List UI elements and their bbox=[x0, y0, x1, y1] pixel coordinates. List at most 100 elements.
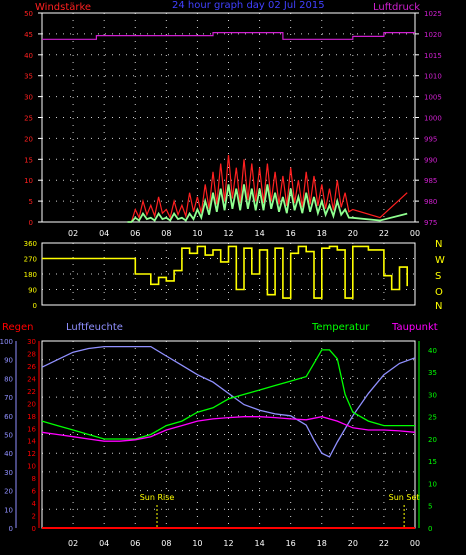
x-tick-label: 04 bbox=[99, 539, 109, 548]
humidity-tick-label: 70 bbox=[4, 394, 13, 402]
wind-x-tick-label: 18 bbox=[317, 229, 327, 238]
pressure-tick-label: 975 bbox=[424, 219, 437, 227]
humidity-tick-label: 80 bbox=[4, 375, 13, 383]
pressure-tick-label: 1000 bbox=[424, 115, 442, 123]
sunset-label: Sun Set bbox=[389, 493, 420, 502]
wind-direction-frame bbox=[41, 242, 416, 306]
rain-tick-label: 8 bbox=[32, 475, 36, 483]
wind-tick-label: 20 bbox=[24, 135, 33, 143]
humidity-line bbox=[41, 345, 416, 458]
x-tick-label: 14 bbox=[254, 539, 264, 548]
direction-tick-label: 180 bbox=[24, 271, 37, 279]
wind-x-tick-label: 00 bbox=[410, 229, 420, 238]
legend-humidity: Luftfeuchte bbox=[66, 322, 123, 333]
humidity-tick-label: 30 bbox=[4, 469, 13, 477]
x-tick-label: 08 bbox=[161, 539, 171, 548]
x-tick-label: 18 bbox=[317, 539, 327, 548]
wind-tick-label: 25 bbox=[24, 115, 33, 123]
pressure-tick-label: 1015 bbox=[424, 52, 442, 60]
pressure-tick-label: 985 bbox=[424, 177, 437, 185]
pressure-tick-label: 1025 bbox=[424, 10, 442, 18]
wind-x-tick-label: 22 bbox=[379, 229, 389, 238]
humidity-tick-label: 0 bbox=[9, 525, 13, 533]
temperature-tick-label: 40 bbox=[428, 347, 437, 355]
pressure-tick-label: 1020 bbox=[424, 31, 442, 39]
pressure-line bbox=[42, 31, 415, 40]
rain-tick-label: 20 bbox=[27, 400, 36, 408]
wind-gust-line bbox=[127, 155, 408, 223]
pressure-tick-label: 990 bbox=[424, 156, 437, 164]
rain-tick-label: 22 bbox=[27, 388, 36, 396]
pressure-tick-label: 995 bbox=[424, 135, 437, 143]
wind-tick-label: 40 bbox=[24, 52, 33, 60]
rain-tick-label: 26 bbox=[27, 363, 36, 371]
wind-x-tick-label: 08 bbox=[161, 229, 171, 238]
rain-tick-label: 0 bbox=[32, 525, 36, 533]
wind-tick-label: 15 bbox=[24, 156, 33, 164]
wind-tick-label: 45 bbox=[24, 31, 33, 39]
temperature-tick-label: 20 bbox=[428, 436, 437, 444]
x-tick-label: 06 bbox=[130, 539, 140, 548]
humidity-temperature-panel: 0102030405060708090100024681012141618202… bbox=[0, 338, 437, 548]
x-tick-label: 20 bbox=[348, 539, 358, 548]
rain-tick-label: 30 bbox=[27, 338, 36, 346]
humidity-tick-label: 90 bbox=[4, 357, 13, 365]
temperature-tick-label: 25 bbox=[428, 414, 437, 422]
wind-x-tick-label: 04 bbox=[99, 229, 109, 238]
humidity-tick-label: 20 bbox=[4, 488, 13, 496]
temperature-tick-label: 35 bbox=[428, 369, 437, 377]
wind-pressure-panel: 0510152025303540455097598098599099510001… bbox=[24, 10, 442, 238]
temperature-tick-label: 0 bbox=[428, 525, 432, 533]
dewpoint-line bbox=[41, 416, 416, 442]
rain-tick-label: 14 bbox=[27, 438, 36, 446]
pressure-tick-label: 1010 bbox=[424, 73, 442, 81]
legend-temperature: Temperatur bbox=[311, 322, 370, 333]
rain-tick-label: 24 bbox=[27, 375, 36, 383]
x-tick-label: 02 bbox=[68, 539, 78, 548]
rain-tick-label: 12 bbox=[27, 450, 36, 458]
sunrise-label: Sun Rise bbox=[140, 493, 175, 502]
wind-axis-title: Windstärke bbox=[35, 2, 91, 13]
compass-label: N bbox=[435, 301, 442, 312]
compass-label: W bbox=[435, 255, 445, 266]
legend-dewpoint: Taupunkt bbox=[391, 322, 438, 333]
wind-tick-label: 0 bbox=[29, 219, 33, 227]
wind-tick-label: 30 bbox=[24, 94, 33, 102]
humidity-tick-label: 100 bbox=[0, 338, 13, 346]
x-tick-label: 12 bbox=[223, 539, 233, 548]
wind-x-tick-label: 02 bbox=[68, 229, 78, 238]
direction-tick-label: 270 bbox=[24, 256, 37, 264]
x-tick-label: 22 bbox=[379, 539, 389, 548]
wind-x-tick-label: 06 bbox=[130, 229, 140, 238]
x-tick-label: 10 bbox=[192, 539, 202, 548]
compass-label: S bbox=[435, 271, 441, 282]
rain-tick-label: 6 bbox=[32, 488, 37, 496]
x-tick-label: 00 bbox=[410, 539, 420, 548]
wind-x-tick-label: 12 bbox=[223, 229, 233, 238]
pressure-tick-label: 1005 bbox=[424, 94, 442, 102]
rain-tick-label: 18 bbox=[27, 413, 36, 421]
rain-tick-label: 2 bbox=[32, 513, 36, 521]
temperature-tick-label: 30 bbox=[428, 391, 437, 399]
humidity-tick-label: 50 bbox=[4, 432, 13, 440]
wind-x-tick-label: 14 bbox=[254, 229, 264, 238]
wind-x-tick-label: 16 bbox=[286, 229, 296, 238]
rain-tick-label: 28 bbox=[27, 350, 36, 358]
compass-label: N bbox=[435, 239, 442, 250]
rain-tick-label: 16 bbox=[27, 425, 36, 433]
direction-tick-label: 90 bbox=[28, 287, 37, 295]
wind-tick-label: 35 bbox=[24, 73, 33, 81]
rain-tick-label: 4 bbox=[32, 500, 37, 508]
wind-x-tick-label: 20 bbox=[348, 229, 358, 238]
humidity-tick-label: 10 bbox=[4, 506, 13, 514]
temperature-line bbox=[41, 349, 415, 440]
temperature-tick-label: 15 bbox=[428, 458, 437, 466]
wind-average-line bbox=[127, 184, 408, 223]
pressure-axis-title: Luftdruck bbox=[373, 2, 420, 13]
wind-tick-label: 50 bbox=[24, 10, 33, 18]
chart-title: 24 hour graph day 02 Jul 2015 bbox=[172, 0, 325, 11]
temperature-tick-label: 5 bbox=[428, 503, 432, 511]
wind-tick-label: 5 bbox=[29, 198, 33, 206]
